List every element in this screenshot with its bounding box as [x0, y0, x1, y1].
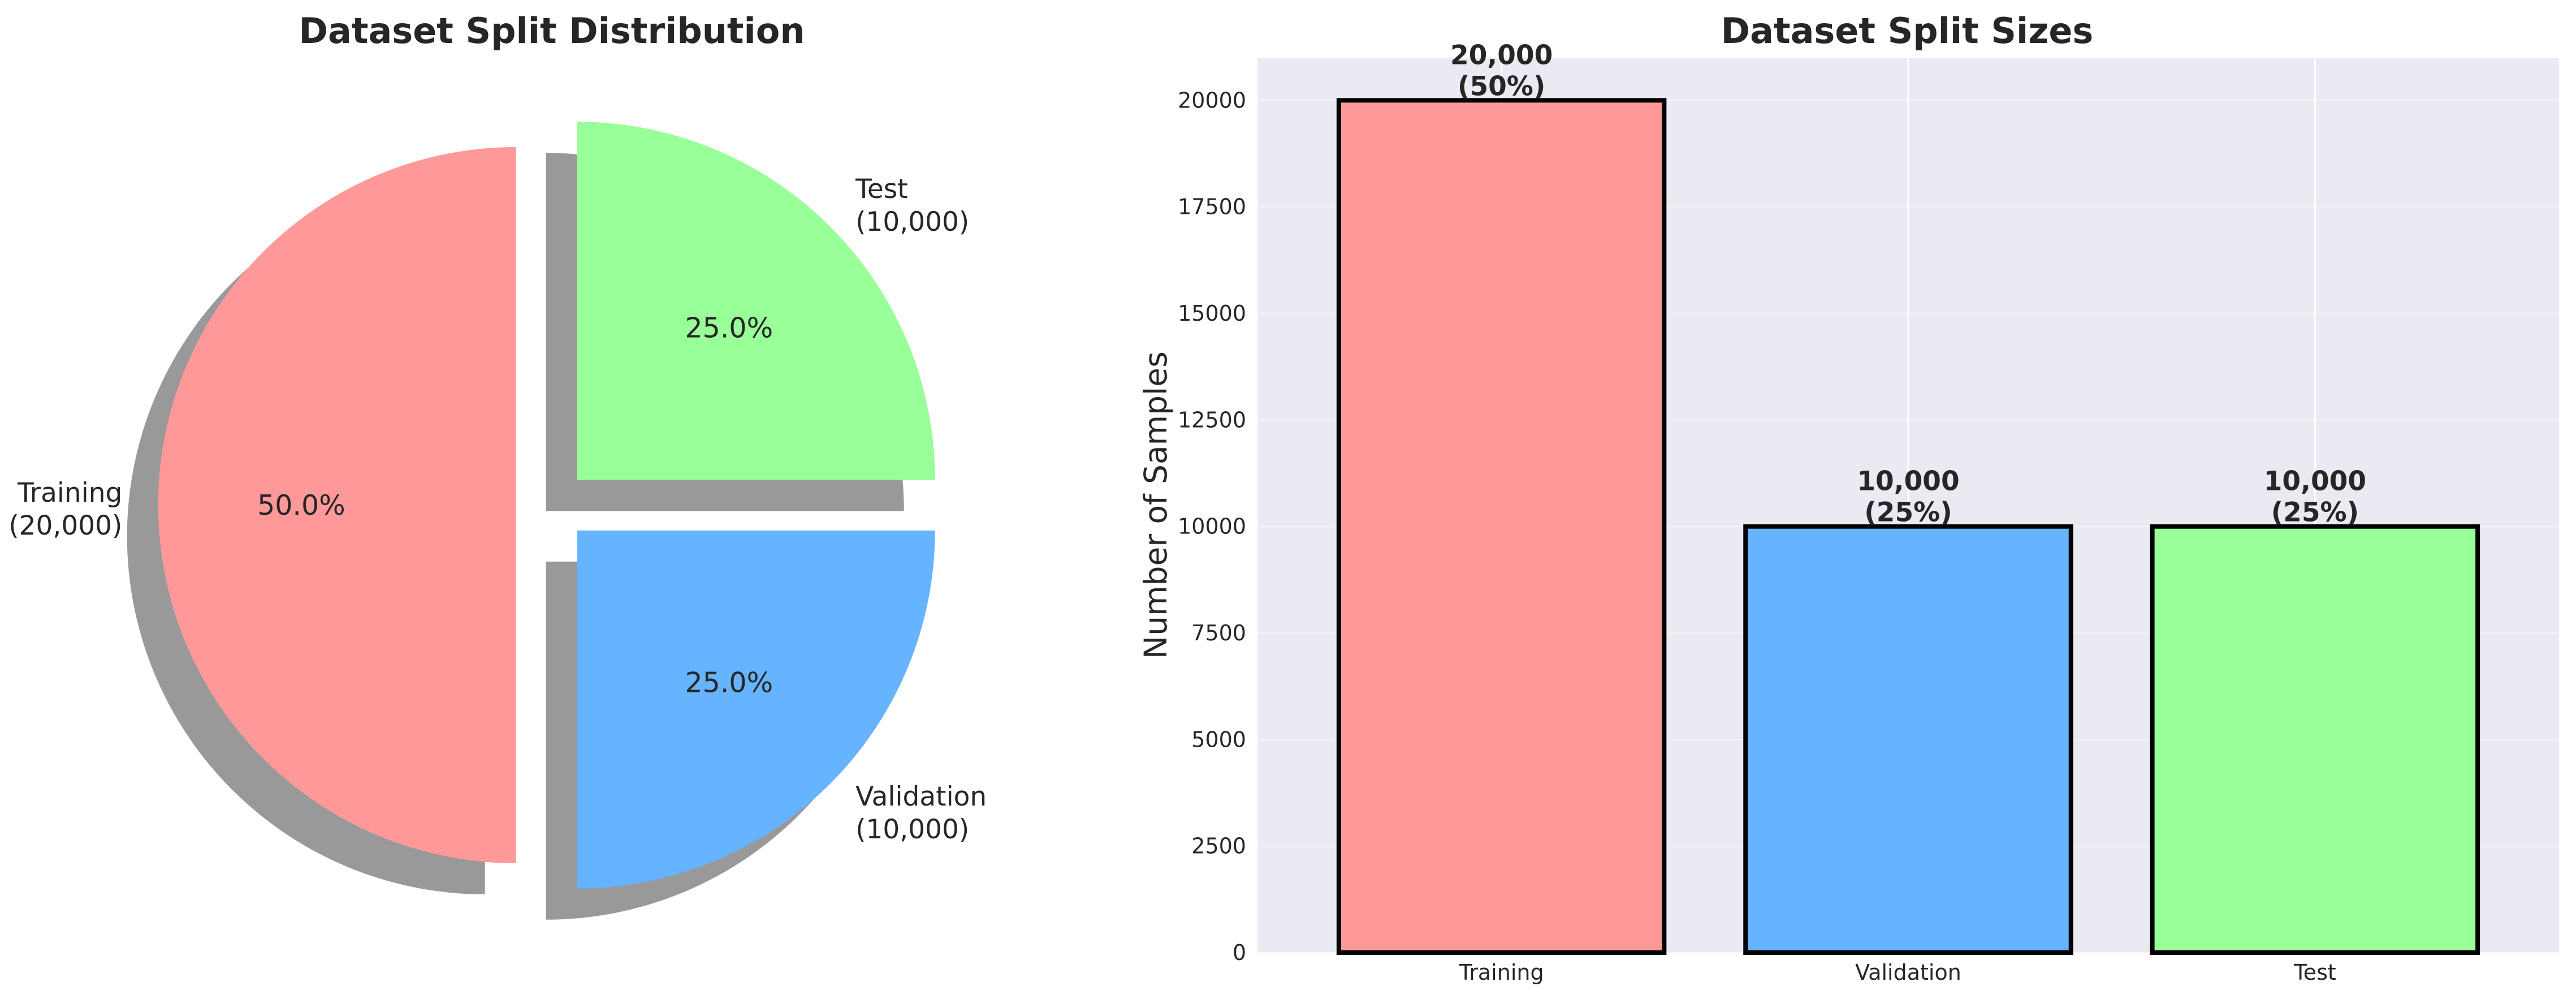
pie-slices	[158, 122, 935, 889]
y-axis-ticks: 0 2500 5000 7500 10000 12500 15000 17500 20000	[1178, 88, 1246, 965]
y-tick-label: 10000	[1178, 514, 1246, 539]
pie-label-count-test: (10,000)	[855, 206, 969, 238]
pie-label-validation: Validation	[855, 781, 987, 812]
bar-value-labels: 20,000(50%)10,000(25%)10,000(25%)	[1450, 40, 2366, 528]
pie-percent-training: 50.0%	[257, 489, 345, 522]
x-axis-ticks: Training Validation Test	[1459, 960, 2336, 985]
pie-slice-test	[577, 122, 935, 480]
y-tick-label: 2500	[1191, 834, 1246, 859]
pie-label-test: Test	[855, 174, 908, 205]
pie-label-training: Training	[17, 477, 122, 509]
pie-slice-training	[158, 147, 516, 863]
y-tick-label: 12500	[1178, 407, 1246, 432]
y-axis-label: Number of Samples	[1138, 351, 1174, 659]
pie-category-labels: Training(20,000)Validation(10,000)Test(1…	[8, 174, 987, 845]
pie-slice-validation	[577, 530, 935, 889]
x-tick-label-training: Training	[1459, 960, 1544, 985]
y-tick-label: 15000	[1178, 301, 1246, 326]
bar-percent-label-training: (50%)	[1458, 71, 1545, 102]
pie-chart: Dataset Split Distribution 50.0% 25.0% 25.…	[8, 10, 987, 920]
bar-validation	[1743, 524, 2073, 955]
bar-value-label-training: 20,000	[1450, 40, 1553, 71]
y-tick-label: 5000	[1191, 727, 1246, 752]
bar-value-label-validation: 10,000	[1857, 466, 1959, 497]
bar-chart: Dataset Split Sizes 20,000(50%)10,000(25…	[1138, 10, 2559, 985]
pie-percent-labels: 50.0% 25.0% 25.0%	[257, 312, 773, 699]
bar-training	[1336, 98, 1667, 955]
pie-label-count-training: (20,000)	[8, 510, 122, 541]
y-tick-label: 7500	[1191, 621, 1246, 645]
bars	[1336, 98, 2480, 955]
y-tick-label: 17500	[1178, 195, 1246, 219]
x-tick-label-test: Test	[2293, 960, 2336, 985]
pie-percent-validation: 25.0%	[685, 666, 773, 699]
y-tick-label: 0	[1233, 940, 1246, 965]
y-tick-label: 20000	[1178, 88, 1246, 113]
pie-percent-test: 25.0%	[685, 312, 773, 345]
bar-test	[2150, 524, 2480, 955]
x-tick-label-validation: Validation	[1855, 960, 1961, 985]
pie-label-count-validation: (10,000)	[855, 814, 969, 845]
pie-chart-title: Dataset Split Distribution	[299, 10, 805, 51]
bar-percent-label-validation: (25%)	[1864, 497, 1952, 528]
bar-percent-label-test: (25%)	[2271, 497, 2359, 528]
bar-chart-title: Dataset Split Sizes	[1721, 10, 2094, 51]
bar-value-label-test: 10,000	[2264, 466, 2366, 497]
